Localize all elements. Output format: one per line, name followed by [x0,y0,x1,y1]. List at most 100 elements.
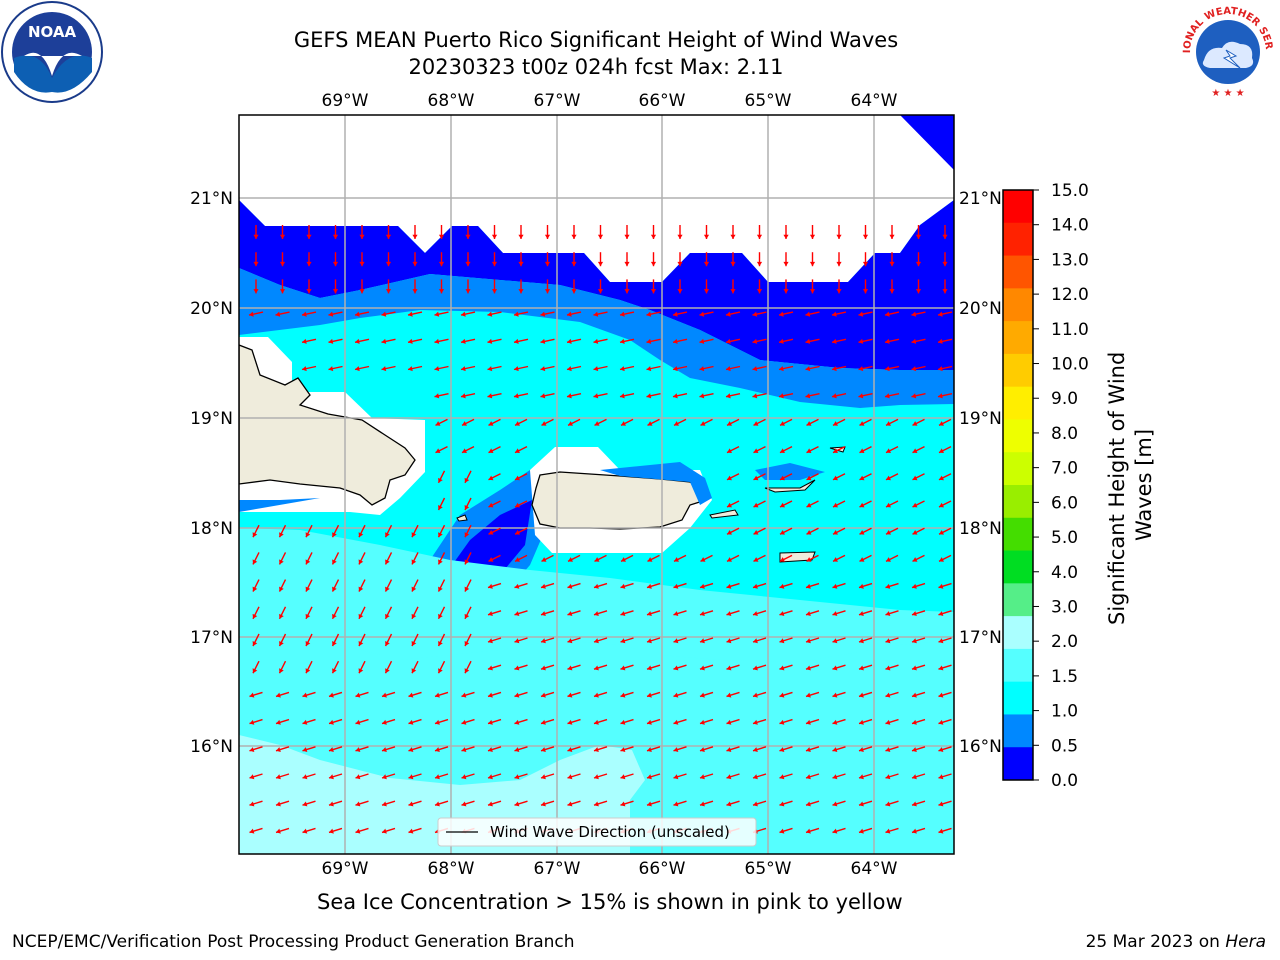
wind-wave-arrowhead [700,747,705,753]
wind-wave-arrowhead [249,774,255,780]
wind-wave-arrowhead [939,475,944,481]
wind-wave-arrowhead [252,586,258,592]
lon-label-bottom: 65°W [745,859,792,879]
wind-wave-arrowhead [332,613,337,619]
wind-wave-arrowhead [594,747,599,753]
wind-wave-arrowhead [859,638,864,644]
wind-wave-arrowhead [700,611,705,617]
wind-wave-arrowhead [408,801,414,807]
wind-wave-arrowhead [332,668,337,674]
wind-wave-arrowhead [859,421,865,426]
colorbar-swatch [1003,485,1033,519]
wind-wave-arrowhead [938,692,944,698]
wind-wave-arrowhead [673,719,679,725]
wind-wave-arrowhead [249,828,255,834]
wind-wave-arrowhead [624,261,630,267]
wind-wave-arrowhead [673,692,679,698]
wind-wave-arrowhead [832,311,837,317]
wind-wave-arrowhead [252,668,258,674]
wind-wave-arrowhead [411,613,417,619]
wind-wave-arrowhead [329,801,334,807]
wind-wave-arrowhead [780,448,785,453]
wind-wave-arrowhead [329,774,334,780]
wind-wave-arrowhead [279,261,286,267]
wind-wave-arrowhead [859,665,864,671]
wind-wave-arrowhead [488,801,493,807]
wind-wave-arrowhead [756,261,763,267]
wind-wave-arrowhead [597,261,604,267]
wind-wave-arrowhead [381,311,387,317]
lon-label-top: 64°W [851,91,898,111]
colorbar-swatch [1003,648,1033,683]
wind-wave-arrowhead [514,338,519,344]
wind-wave-arrowhead [647,665,652,671]
wind-wave-arrowhead [332,289,339,294]
wind-wave-arrowhead [567,583,573,589]
wind-wave-arrowhead [302,774,308,780]
wind-wave-arrowhead [408,338,413,344]
wind-wave-arrowhead [541,719,546,725]
wind-wave-arrowhead [252,559,258,565]
wind-wave-arrowhead [833,421,838,426]
wind-wave-arrowhead [567,719,573,725]
colorbar-swatch [1003,321,1033,355]
wind-wave-arrowhead [915,234,922,239]
wind-wave-arrowhead [915,261,922,267]
wind-wave-arrowhead [461,801,467,807]
wind-wave-arrowhead [700,719,705,725]
colorbar-swatch [1003,190,1033,224]
wind-wave-arrowhead [279,234,286,239]
wind-wave-arrowhead [359,289,365,294]
wind-wave-arrowhead [726,774,732,780]
wind-wave-arrowhead [885,665,891,671]
map-field [239,115,954,854]
wind-wave-arrowhead [912,692,917,698]
wind-wave-arrowhead [515,448,520,453]
wind-wave-arrowhead [780,421,785,426]
wind-wave-arrowhead [942,289,948,294]
wind-wave-arrowhead [385,532,390,538]
wind-wave-arrowhead [805,338,811,344]
wind-wave-arrowhead [438,261,445,267]
wind-wave-arrowhead [385,289,392,294]
wind-wave-arrowhead [753,692,758,698]
wind-wave-arrowhead [620,692,626,698]
wind-wave-arrowhead [252,641,258,646]
wind-wave-arrowhead [806,529,812,535]
wind-wave-arrowhead [859,557,865,562]
wind-wave-arrowhead [805,366,811,372]
wind-wave-arrowhead [858,338,864,344]
wind-wave-arrowhead [408,311,413,317]
wind-wave-arrowhead [886,502,891,508]
wind-wave-arrowhead [276,692,281,698]
colorbar-swatch [1003,419,1033,453]
wind-wave-arrowhead [306,234,312,239]
wind-wave-arrowhead [567,665,573,671]
wind-wave-arrowhead [487,393,493,399]
st-croix-land [779,551,816,563]
wind-wave-arrowhead [620,611,626,617]
wind-wave-arrowhead [858,366,864,372]
wind-wave-arrowhead [488,448,494,453]
wind-wave-arrowhead [461,719,467,725]
wind-wave-arrowhead [885,366,890,372]
wind-wave-arrowhead [434,366,440,372]
wind-wave-arrowhead [302,747,308,753]
wind-wave-arrowhead [464,641,470,646]
wind-wave-arrowhead [305,641,311,646]
wind-wave-arrowhead [381,366,387,372]
wind-wave-arrowhead [942,234,948,239]
wind-wave-arrowhead [726,366,731,372]
wind-wave-arrowhead [385,261,392,267]
wind-wave-arrowhead [461,692,467,698]
wind-wave-arrowhead [332,559,337,565]
wind-wave-arrowhead [620,393,625,399]
wind-wave-arrowhead [461,311,466,317]
colorbar-swatch [1003,255,1033,289]
wind-wave-arrowhead [833,529,838,535]
lat-label-right: 18°N [959,519,1002,539]
wind-wave-arrowhead [727,529,732,535]
wind-wave-arrowhead [859,747,864,753]
wind-wave-arrowhead [355,828,361,834]
wind-wave-arrowhead [544,261,551,267]
